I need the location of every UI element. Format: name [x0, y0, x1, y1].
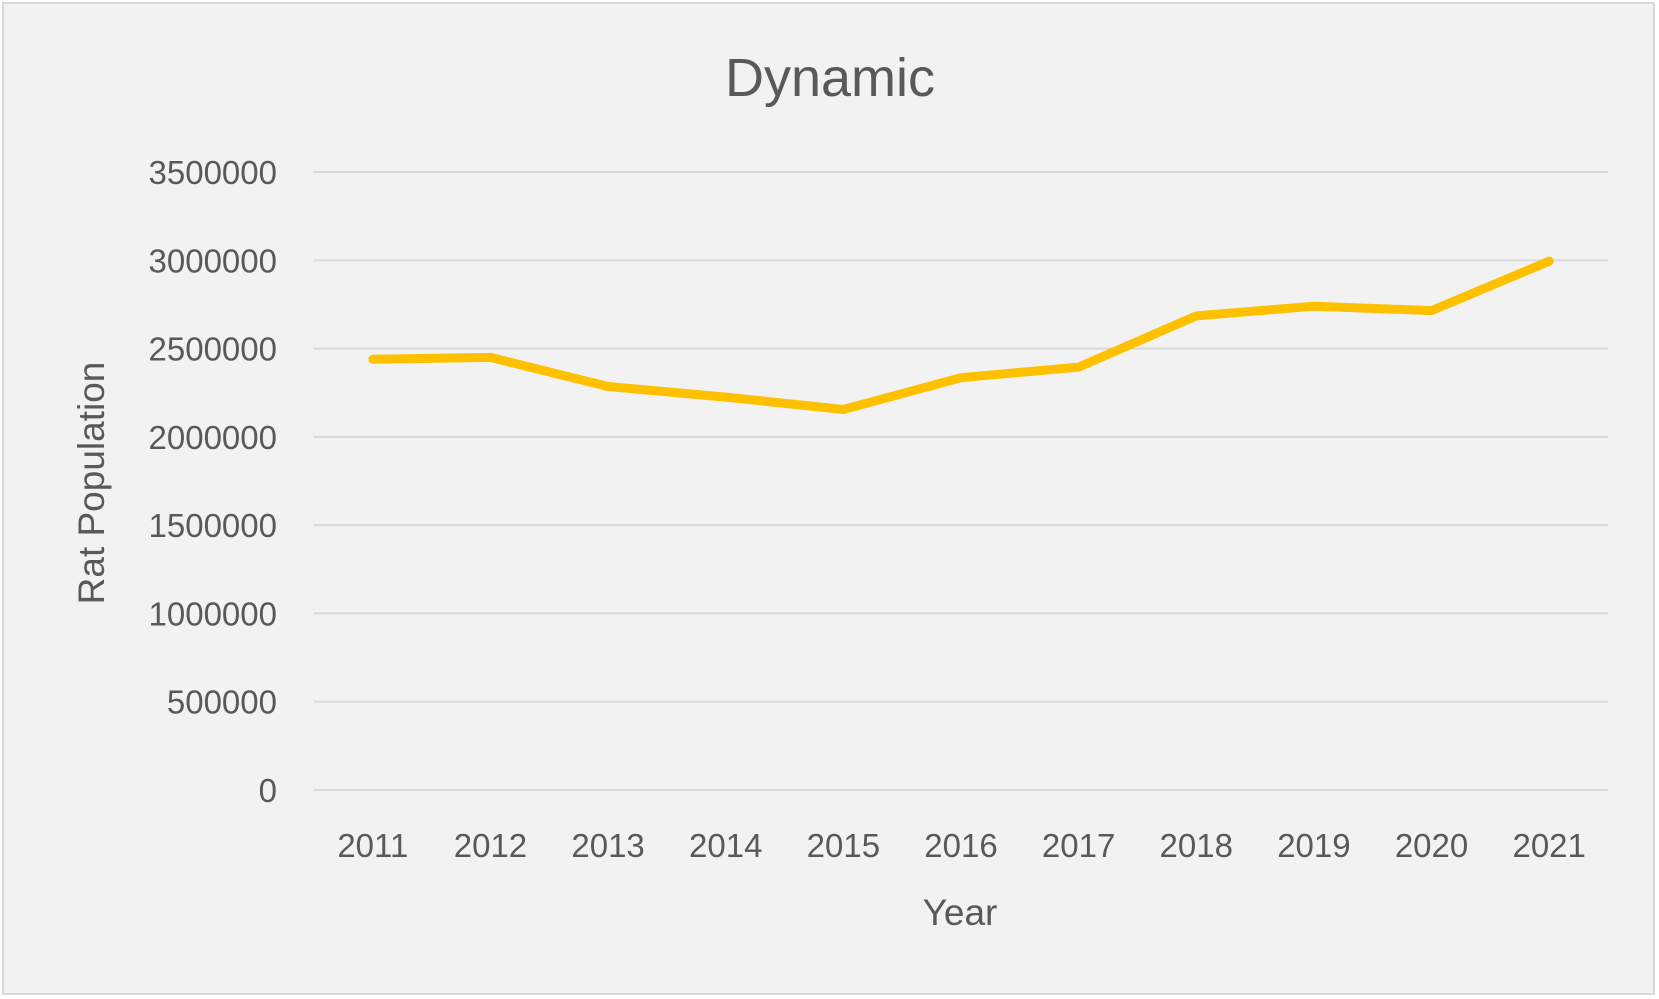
y-tick-label: 0	[259, 772, 277, 809]
y-tick-label: 2000000	[149, 419, 277, 456]
y-tick-label: 500000	[167, 684, 277, 721]
x-tick-label: 2018	[1160, 827, 1233, 864]
x-tick-label: 2021	[1512, 827, 1585, 864]
x-tick-labels: 2011 2012 2013 2014 2015 2016 2017 2018 2019 2020…	[337, 827, 1586, 864]
series-line-0	[368, 256, 1554, 414]
chart-title: Dynamic	[725, 48, 935, 108]
gridlines	[314, 171, 1608, 791]
x-tick-label: 2013	[571, 827, 644, 864]
y-axis-title: Rat Population	[71, 362, 112, 605]
x-axis-title: Year	[923, 892, 998, 933]
y-tick-label: 1500000	[149, 507, 277, 544]
y-tick-label: 2500000	[149, 331, 277, 368]
x-tick-label: 2020	[1395, 827, 1468, 864]
x-tick-label: 2017	[1042, 827, 1115, 864]
x-tick-label: 2019	[1277, 827, 1350, 864]
y-tick-label: 3000000	[149, 242, 277, 279]
x-tick-label: 2014	[689, 827, 762, 864]
y-tick-labels: 0 500000 1000000 1500000 2000000 2500000 30000…	[149, 154, 277, 809]
x-tick-label: 2015	[807, 827, 880, 864]
x-tick-label: 2012	[454, 827, 527, 864]
y-tick-label: 3500000	[149, 154, 277, 191]
y-tick-label: 1000000	[149, 595, 277, 632]
x-tick-label: 2011	[337, 827, 408, 864]
series-group	[368, 256, 1554, 414]
x-tick-label: 2016	[924, 827, 997, 864]
